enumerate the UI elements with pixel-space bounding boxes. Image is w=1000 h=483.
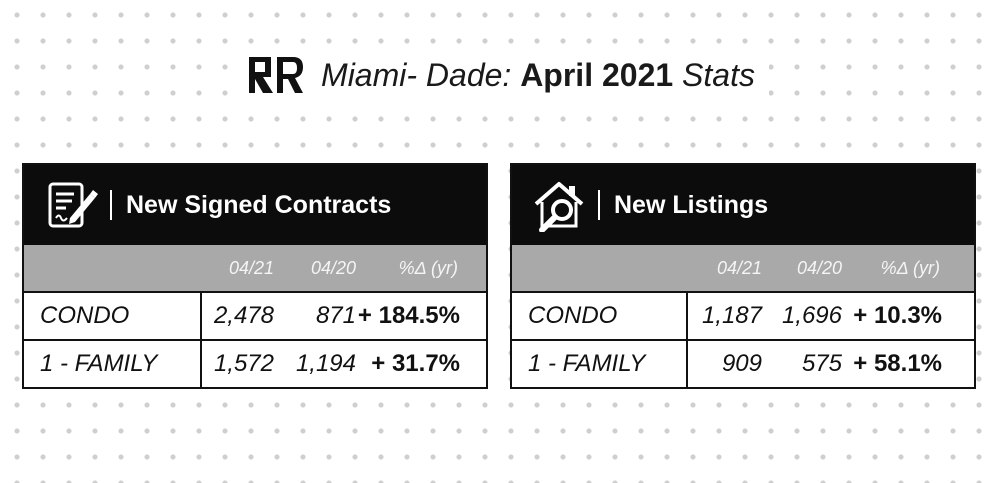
card-header: New Signed Contracts — [24, 165, 486, 245]
value-change: + 184.5% — [357, 302, 460, 329]
card-title: New Listings — [614, 190, 769, 219]
column-header-current: 04/21 — [228, 257, 274, 278]
signed-contracts-card: New Signed Contracts 04/21 04/20 %Δ (yr)… — [22, 163, 488, 389]
value-change: + 31.7% — [371, 350, 460, 377]
column-header-row: 04/21 04/20 %Δ (yr) — [512, 245, 974, 291]
table-row: 1 - FAMILY 909 575 + 58.1% — [512, 339, 974, 387]
value-change: + 10.3% — [853, 302, 942, 329]
table-row: CONDO 2,478 871 + 184.5% — [24, 291, 486, 339]
value-2021: 909 — [721, 350, 762, 377]
title-location: Miami- Dade: — [321, 56, 512, 93]
value-change: + 58.1% — [853, 350, 942, 377]
column-header-change: %Δ (yr) — [398, 257, 458, 278]
row-label: 1 - FAMILY — [24, 341, 202, 387]
page-title: Miami- Dade: April 2021 Stats — [321, 57, 755, 94]
row-label: CONDO — [512, 293, 688, 339]
contract-signing-icon — [48, 182, 98, 228]
column-header-change: %Δ (yr) — [880, 257, 940, 278]
column-header-previous: 04/20 — [796, 257, 842, 278]
value-2020: 575 — [801, 350, 842, 377]
header-divider — [110, 190, 112, 220]
value-2021: 2,478 — [213, 302, 274, 329]
column-header-previous: 04/20 — [310, 257, 356, 278]
header-inner: Miami- Dade: April 2021 Stats — [231, 47, 769, 103]
title-period: April 2021 — [520, 56, 674, 93]
header-divider — [598, 190, 600, 220]
table-row: CONDO 1,187 1,696 + 10.3% — [512, 291, 974, 339]
value-2021: 1,187 — [701, 302, 762, 329]
row-label: CONDO — [24, 293, 202, 339]
card-header: New Listings — [512, 165, 974, 245]
column-header-current: 04/21 — [716, 257, 762, 278]
row-label: 1 - FAMILY — [512, 341, 688, 387]
table-row: 1 - FAMILY 1,572 1,194 + 31.7% — [24, 339, 486, 387]
page-header: Miami- Dade: April 2021 Stats — [0, 40, 1000, 110]
new-listings-card: New Listings 04/21 04/20 %Δ (yr) CONDO 1… — [510, 163, 976, 389]
value-2020: 1,696 — [781, 302, 842, 329]
card-title: New Signed Contracts — [126, 190, 392, 219]
title-suffix: Stats — [682, 56, 755, 93]
column-header-row: 04/21 04/20 %Δ (yr) — [24, 245, 486, 291]
value-2020: 1,194 — [295, 350, 356, 377]
value-2021: 1,572 — [213, 350, 274, 377]
brand-logo-icon — [249, 57, 304, 93]
house-search-icon — [534, 182, 584, 232]
value-2020: 871 — [315, 302, 356, 329]
